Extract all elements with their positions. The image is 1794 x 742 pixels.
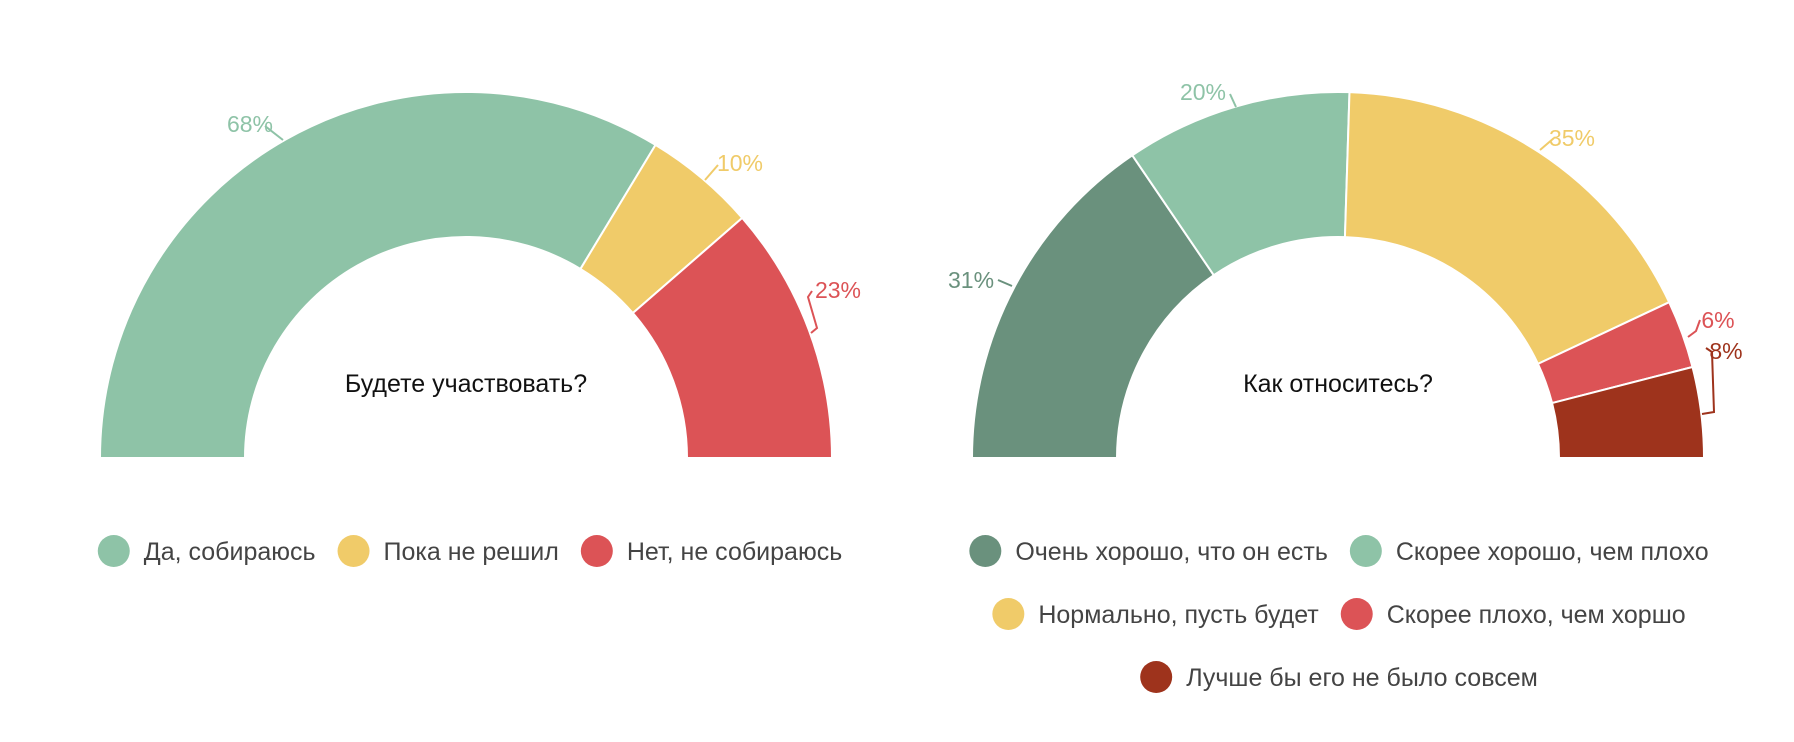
legend-item[interactable]: Очень хорошо, что он есть [969,535,1328,567]
data-label: 68% [227,111,273,137]
legend-swatch [337,535,370,567]
legend-swatch [1340,598,1373,630]
legend-label: Лучше бы его не было совсем [1186,664,1538,692]
legend-item[interactable]: Скорее хорошо, чем плохо [1349,535,1709,567]
legend-label: Скорее хорошо, чем плохо [1396,538,1709,566]
donut-slice [631,216,834,459]
leader-line [1539,137,1555,151]
data-label: 35% [1549,125,1595,151]
legend-item[interactable]: Лучше бы его не было совсем [1140,661,1538,693]
legend-swatch [580,535,613,567]
leader-line [704,164,719,181]
legend-label: Скорее плохо, чем хоршо [1387,601,1686,629]
leader-line [1701,347,1716,415]
leader-line [997,279,1013,287]
legend-swatch [969,535,1002,567]
leader-line [1229,93,1237,108]
leader-line [1687,319,1701,338]
data-label: 31% [948,267,994,293]
data-label: 8% [1709,338,1742,364]
legend-swatch [1349,535,1382,567]
legend-item[interactable]: Пока не решил [337,535,559,567]
chart-title: Будете участвовать? [345,370,587,398]
legend-swatch [97,535,130,567]
chart-attitude: 31% 20% 35% 6% 8% Как относитесь? Очень хорошо… [948,79,1743,693]
donut-slice [1343,91,1671,366]
legend-label: Очень хорошо, что он есть [1015,538,1328,566]
legend-item[interactable]: Скорее плохо, чем хоршо [1340,598,1686,630]
legend-item[interactable]: Нормально, пусть будет [992,598,1319,630]
legend-label: Пока не решил [384,538,559,566]
data-label: 23% [815,277,861,303]
leader-line [264,125,284,141]
chart-title: Как относитесь? [1243,370,1433,398]
leader-line [806,290,819,334]
chart-participation: 68% 10% 23% Будете участвовать? Да, собираюс… [97,91,861,567]
data-label: 6% [1701,307,1734,333]
legend-swatch [1140,661,1173,693]
legend-label: Нет, не собираюсь [627,538,842,566]
legend-item[interactable]: Да, собираюсь [97,535,316,567]
donut-slice [1550,365,1706,459]
data-label: 20% [1180,79,1226,105]
legend: Очень хорошо, что он есть Скорее хорошо, … [969,535,1709,693]
legend: Да, собираюсь Пока не решил Нет, не собира… [97,535,842,567]
donut-slice [98,91,657,459]
data-label: 10% [717,150,763,176]
donut-slice [970,153,1216,459]
legend-swatch [992,598,1025,630]
legend-item[interactable]: Нет, не собираюсь [580,535,842,567]
legend-label: Нормально, пусть будет [1038,601,1319,629]
legend-label: Да, собираюсь [144,538,316,566]
